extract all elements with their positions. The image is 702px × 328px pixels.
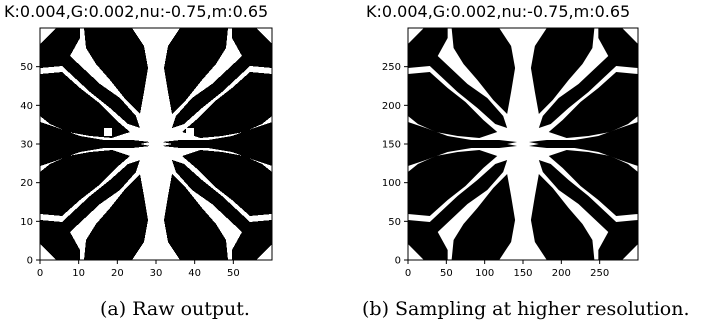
solid-region — [408, 150, 498, 216]
solid-region — [40, 150, 130, 216]
x-tick-label: 30 — [150, 268, 163, 279]
figure-caption: (b) Sampling at higher resolution. — [362, 298, 690, 320]
solid-region — [451, 28, 516, 114]
solid-region — [408, 144, 518, 166]
solid-region — [172, 28, 272, 128]
y-tick-label: 40 — [20, 101, 33, 112]
y-tick-label: 0 — [395, 256, 401, 267]
solid-region — [528, 144, 638, 166]
solid-region — [40, 160, 140, 260]
x-tick-label: 0 — [405, 268, 411, 279]
y-tick-label: 200 — [382, 101, 401, 112]
solid-region — [164, 174, 228, 260]
solid-region — [40, 144, 150, 166]
solid-region — [408, 72, 498, 138]
solid-region — [538, 28, 638, 128]
solid-region — [408, 122, 518, 144]
y-tick-label: 0 — [27, 256, 33, 267]
solid-region — [182, 150, 272, 216]
solid-region — [408, 160, 508, 260]
solid-region — [40, 28, 140, 128]
x-tick-label: 150 — [513, 268, 532, 279]
x-tick-label: 0 — [37, 268, 43, 279]
solid-region — [548, 72, 638, 138]
solid-region — [40, 72, 130, 138]
solid-region — [162, 144, 272, 166]
solid-region — [164, 28, 228, 114]
y-tick-label: 50 — [388, 217, 401, 228]
solid-region — [84, 28, 148, 114]
x-tick-label: 250 — [590, 268, 609, 279]
solid-region — [530, 28, 595, 114]
x-tick-label: 10 — [72, 268, 85, 279]
structure-image — [408, 28, 638, 260]
x-tick-label: 50 — [227, 268, 240, 279]
void-pixel — [146, 168, 154, 176]
solid-region — [538, 160, 638, 260]
solid-region — [530, 174, 595, 260]
void-pixel — [104, 128, 112, 136]
solid-region — [84, 174, 148, 260]
y-tick-label: 20 — [20, 178, 33, 189]
solid-region — [182, 72, 272, 138]
structure-image — [40, 28, 272, 260]
x-tick-label: 20 — [111, 268, 124, 279]
plot-title: K:0.004,G:0.002,nu:-0.75,m:0.65 — [4, 2, 269, 21]
y-tick-label: 50 — [20, 62, 33, 73]
solid-region — [40, 122, 150, 144]
y-tick-label: 250 — [382, 62, 401, 73]
solid-region — [408, 28, 508, 128]
plot-raw-output: 00 10 10 20 20 30 30 40 40 50 50 — [20, 27, 273, 279]
void-pixel — [146, 88, 154, 96]
solid-region — [451, 174, 516, 260]
x-tick-label: 40 — [188, 268, 201, 279]
x-tick-label: 200 — [552, 268, 571, 279]
plot-high-resolution: 00 50 50 100 100 150 150 200 200 250 250 — [382, 27, 639, 279]
plot-title: K:0.004,G:0.002,nu:-0.75,m:0.65 — [366, 2, 631, 21]
y-tick-label: 150 — [382, 140, 401, 151]
y-tick-label: 100 — [382, 178, 401, 189]
solid-region — [172, 160, 272, 260]
x-tick-label: 100 — [475, 268, 494, 279]
solid-region — [548, 150, 638, 216]
void-pixel — [186, 128, 194, 136]
figure-caption: (a) Raw output. — [100, 298, 250, 320]
solid-region — [162, 122, 272, 144]
x-tick-label: 50 — [440, 268, 453, 279]
solid-region — [528, 122, 638, 144]
y-tick-label: 10 — [20, 217, 33, 228]
y-tick-label: 30 — [20, 140, 33, 151]
